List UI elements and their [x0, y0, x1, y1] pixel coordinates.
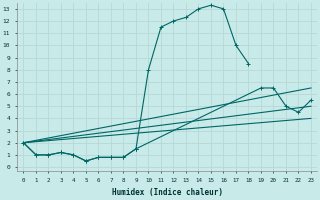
X-axis label: Humidex (Indice chaleur): Humidex (Indice chaleur)	[112, 188, 223, 197]
